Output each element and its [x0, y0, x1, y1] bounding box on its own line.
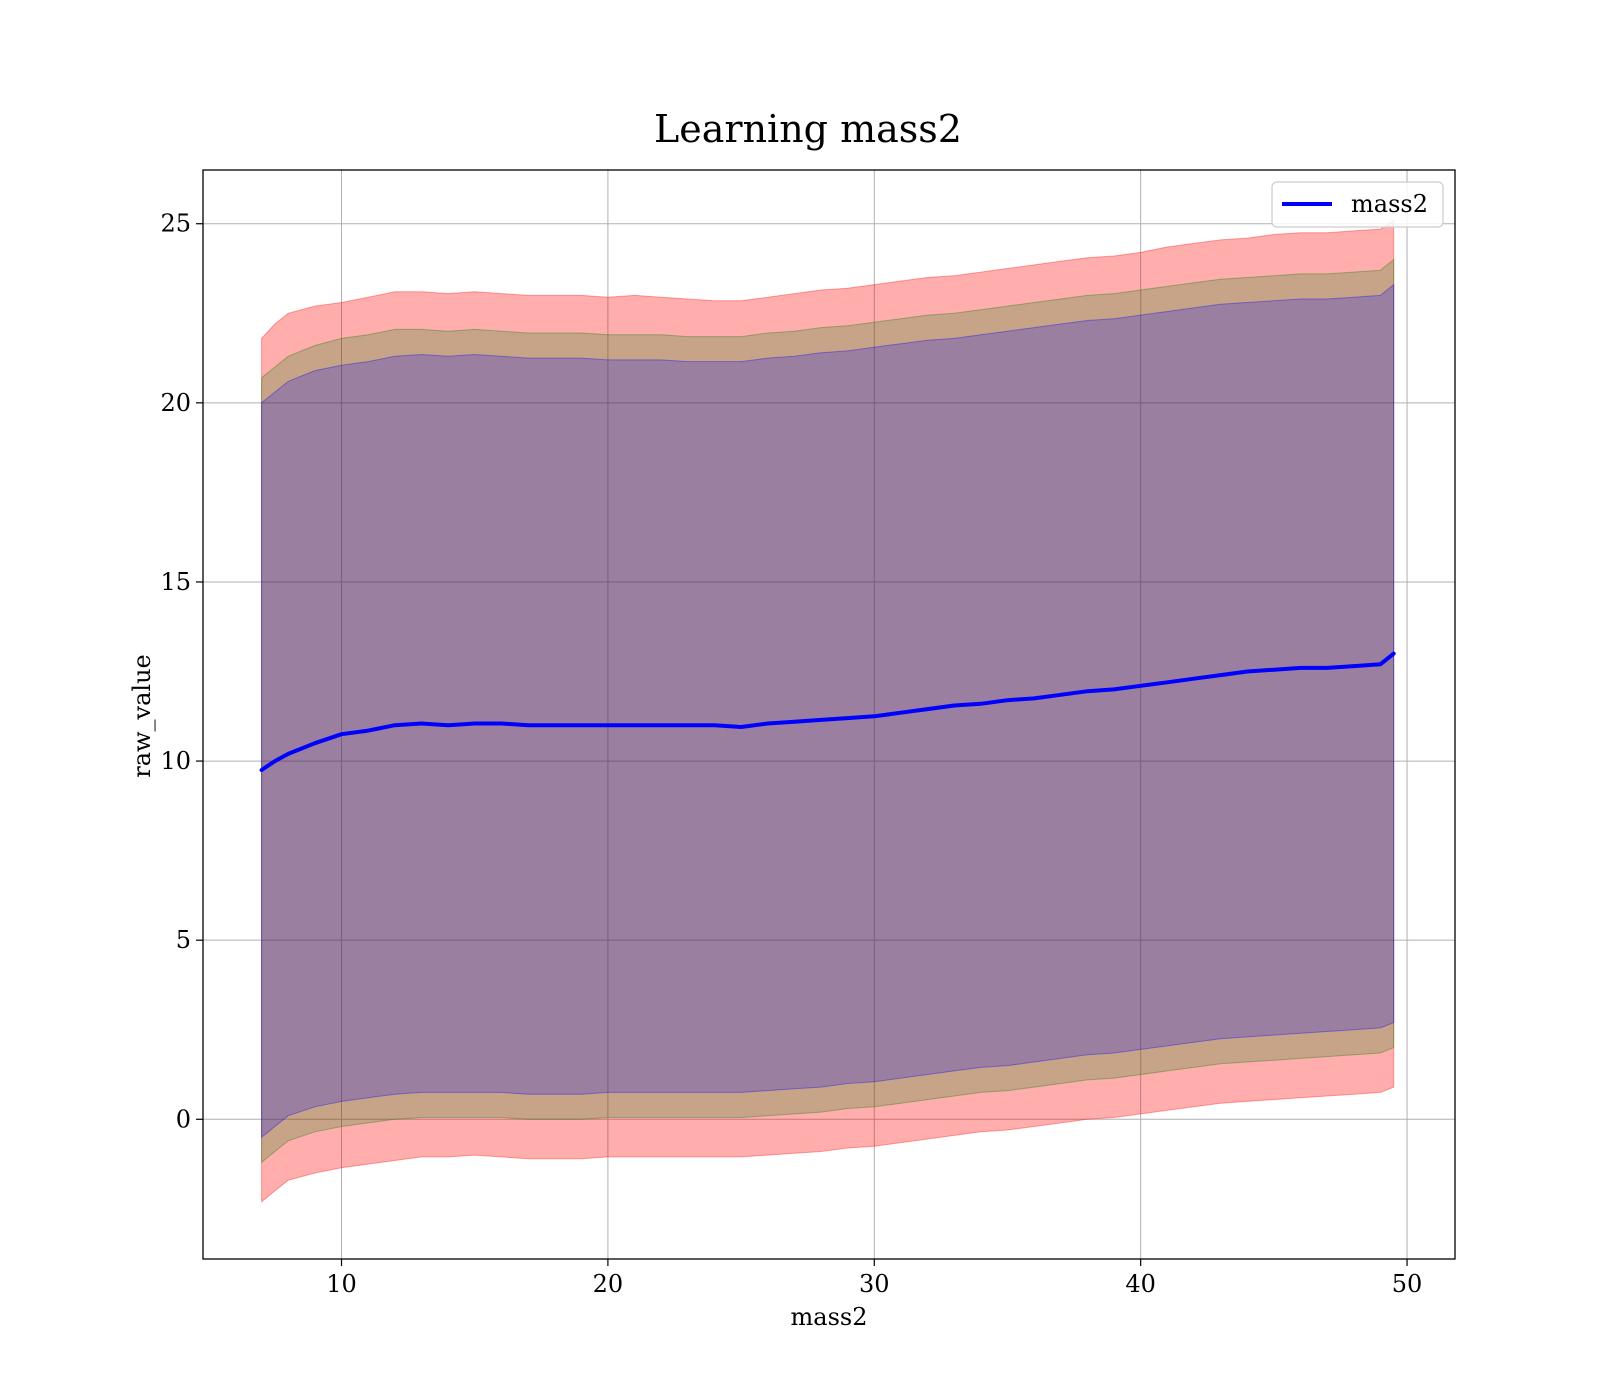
confidence-band-2: [261, 258, 1395, 1164]
x-tick-label: 50: [1392, 1270, 1423, 1298]
y-tick-label: 15: [160, 568, 191, 596]
legend: mass2: [1271, 181, 1444, 228]
series-line-mass2: [259, 651, 1396, 772]
legend-label: mass2: [1351, 190, 1428, 218]
y-tick-label: 5: [176, 926, 191, 954]
x-tick-label: 10: [326, 1270, 357, 1298]
y-tick-label: 25: [160, 210, 191, 238]
x-tick-label: 20: [593, 1270, 624, 1298]
y-tick-label: 10: [160, 747, 191, 775]
x-tick-label: 30: [859, 1270, 890, 1298]
y-tick-label: 20: [160, 389, 191, 417]
tick-layer: 10 20 30 40 50 0 5 10 15 20 25: [160, 210, 1422, 1298]
band-layer: [261, 219, 1395, 1203]
y-tick-label: 0: [176, 1105, 191, 1133]
y-axis-label: raw_value: [128, 654, 156, 778]
confidence-band-1: [261, 219, 1395, 1203]
confidence-band-3: [261, 283, 1395, 1139]
plot-frame: [202, 169, 1456, 1260]
legend-box: [1271, 181, 1444, 228]
chart-title: Learning mass2: [654, 107, 962, 151]
x-tick-label: 40: [1125, 1270, 1156, 1298]
x-axis-label: mass2: [791, 1303, 868, 1331]
line-layer: [259, 651, 1396, 772]
